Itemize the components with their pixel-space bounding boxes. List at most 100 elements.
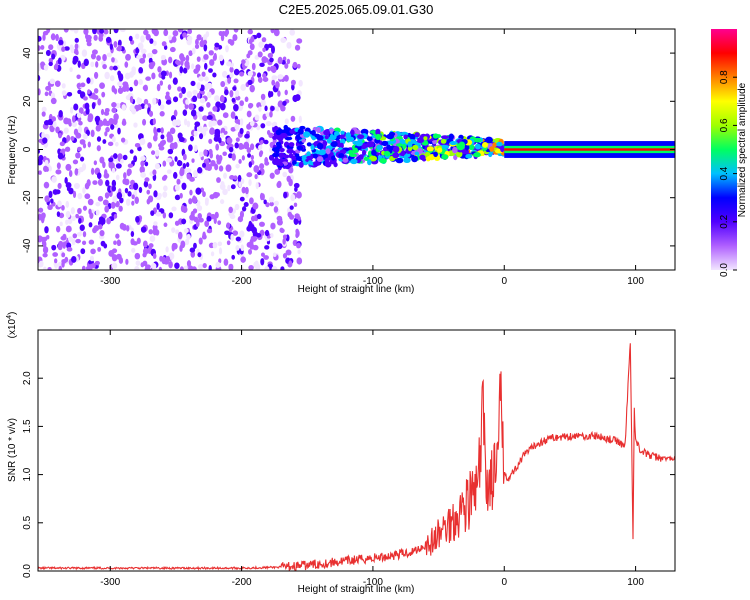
spectrogram-cell xyxy=(44,195,50,203)
spectrogram-cell xyxy=(48,190,53,199)
x-tick-label: -100 xyxy=(363,577,383,588)
spectrogram-cell xyxy=(148,110,154,117)
spectrogram-cell xyxy=(277,152,286,159)
spectrogram-cell xyxy=(198,106,204,112)
spectrogram-cell xyxy=(104,205,110,213)
spectrogram-cell xyxy=(95,61,99,68)
spectrogram-cell xyxy=(196,205,203,212)
spectrogram-cell xyxy=(143,98,149,106)
spectrogram-cell xyxy=(177,86,182,92)
spectrogram-cell xyxy=(172,96,179,103)
spectrogram-cell xyxy=(185,168,192,173)
spectrogram-cell xyxy=(205,31,210,38)
x-tick-label: -100 xyxy=(363,276,383,287)
spectrogram-cell xyxy=(228,263,234,270)
spectrogram-cell xyxy=(298,79,303,87)
spectrogram-cell xyxy=(227,184,231,192)
spectrogram-cell xyxy=(186,260,192,268)
spectrogram-cell xyxy=(58,132,62,139)
spectrogram-cell xyxy=(264,266,270,270)
spectrogram-cell xyxy=(99,82,105,90)
spectrogram-cell xyxy=(213,52,217,61)
spectrogram-cell xyxy=(188,103,195,110)
spectrogram-cell xyxy=(274,168,281,175)
spectrogram-band-core xyxy=(504,148,675,151)
spectrogram-cell xyxy=(45,85,52,91)
spectrogram-cell xyxy=(331,154,336,161)
spectrogram-cell xyxy=(65,219,69,225)
spectrogram-cell xyxy=(248,249,253,255)
spectrogram-cell xyxy=(270,233,274,238)
spectrogram-cell xyxy=(51,116,57,122)
spectrogram-cell xyxy=(172,30,179,37)
spectrogram-cell xyxy=(284,118,289,125)
spectrogram-cell xyxy=(65,210,71,218)
spectrogram-cell xyxy=(290,193,296,202)
spectrogram-cell xyxy=(274,159,281,166)
spectrogram-cell xyxy=(167,84,172,91)
spectrogram-cell xyxy=(83,29,89,35)
spectrogram-cell xyxy=(79,139,86,145)
spectrogram-cell xyxy=(105,126,110,133)
spectrogram-cell xyxy=(296,38,303,44)
spectrogram-cell xyxy=(388,131,396,137)
spectrogram-cell xyxy=(113,41,118,48)
spectrogram-cell xyxy=(69,67,73,72)
spectrogram-cell xyxy=(247,29,253,35)
spectrogram-cell xyxy=(140,35,145,43)
spectrogram-cell xyxy=(43,165,49,172)
spectrogram-cell xyxy=(40,44,45,50)
spectrogram-cell xyxy=(46,29,51,34)
spectrogram-cell xyxy=(115,174,120,181)
spectrogram-cell xyxy=(71,121,77,128)
spectrogram-cell xyxy=(137,42,144,50)
spectrogram-cell xyxy=(58,39,64,45)
spectrogram-cell xyxy=(218,165,224,172)
spectrogram-cell xyxy=(49,125,55,133)
spectrogram-cell xyxy=(182,206,188,213)
spectrogram-cell xyxy=(152,253,157,259)
spectrogram-cell xyxy=(252,202,259,210)
spectrogram-cell xyxy=(81,49,88,57)
spectrogram-cell xyxy=(129,95,134,104)
spectrogram-cell xyxy=(282,234,288,240)
spectrogram-cell xyxy=(230,126,236,132)
spectrogram-cell xyxy=(234,118,241,124)
y-tick-label: 40 xyxy=(22,47,33,59)
spectrogram-cell xyxy=(218,258,222,264)
spectrogram-cell xyxy=(171,36,177,43)
spectrogram-cell xyxy=(292,61,298,69)
colorbar-tick-label: 0.8 xyxy=(719,70,730,84)
spectrogram-cell xyxy=(113,88,118,95)
spectrogram-cell xyxy=(57,152,64,160)
snr-frame xyxy=(37,329,676,572)
spectrogram-cell xyxy=(161,139,167,145)
spectrogram-cell xyxy=(139,165,145,174)
spectrogram-cell xyxy=(169,127,176,135)
spectrogram-cell xyxy=(392,152,400,159)
spectrogram-cell xyxy=(157,192,162,198)
spectrogram-cell xyxy=(272,252,277,258)
spectrogram-cell xyxy=(222,188,228,196)
spectrogram-cell xyxy=(72,58,77,65)
spectrogram-cell xyxy=(238,159,242,164)
spectrogram-cell xyxy=(163,259,170,265)
spectrogram-cell xyxy=(174,194,181,201)
spectrogram-cell xyxy=(58,265,63,270)
spectrogram-cell xyxy=(174,59,181,65)
spectrogram-cell xyxy=(267,52,274,59)
spectrogram-cell xyxy=(411,155,419,163)
colorbar-bar xyxy=(711,29,737,270)
spectrogram-cell xyxy=(42,246,49,254)
spectrogram-cell xyxy=(135,33,140,40)
spectrogram-cell xyxy=(290,79,296,86)
spectrogram-cell xyxy=(45,49,51,57)
spectrogram-cell xyxy=(240,84,247,91)
snr-scale-label: (x104) xyxy=(6,312,18,339)
spectrogram-cells xyxy=(38,29,675,270)
spectrogram-cell xyxy=(113,29,119,34)
y-tick-label: 0 xyxy=(22,146,33,152)
spectrogram-cell xyxy=(106,52,112,58)
spectrogram-cell xyxy=(432,133,439,139)
spectrogram-cell xyxy=(98,32,104,38)
